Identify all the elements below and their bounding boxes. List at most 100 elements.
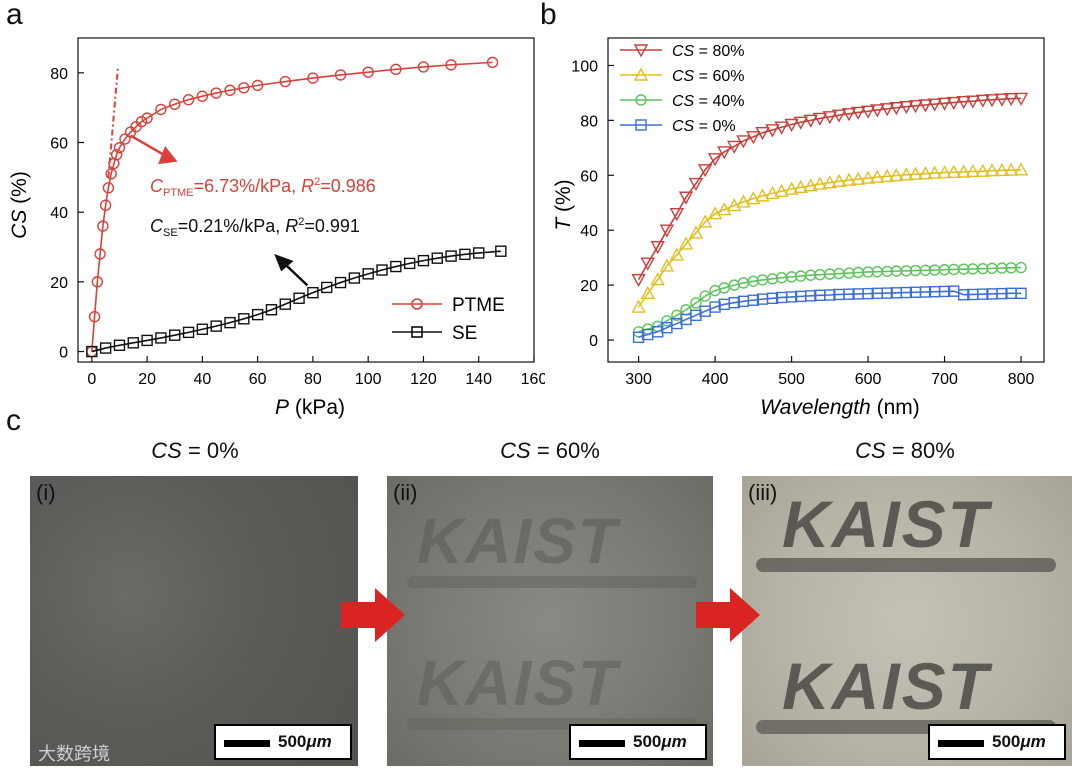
data-point-series-0 [688, 177, 704, 191]
data-point-series-0 [678, 191, 694, 205]
data-point-se [279, 298, 291, 310]
chart-a-ytick-label: 0 [59, 345, 68, 362]
data-point-series-1 [765, 185, 780, 200]
photo-cs-0: (i) 500μm [30, 476, 358, 766]
chart-b-ytick-label: 40 [580, 223, 598, 240]
chart-b-xtick-label: 500 [778, 371, 805, 388]
annotation-se-c: C [150, 216, 164, 236]
legend-marker-0 [633, 44, 649, 58]
legend-marker-1 [633, 67, 649, 81]
data-point-se [473, 247, 485, 259]
series-line-3 [638, 290, 1022, 339]
data-point-se [445, 250, 457, 262]
data-point-series-0 [784, 118, 799, 132]
data-point-se [459, 248, 471, 261]
annotation-ptme-r-sup: 2 [314, 176, 320, 188]
scale-bar-2: 500μm [569, 724, 707, 760]
data-point-series-3 [690, 309, 702, 322]
data-point-series-1 [793, 179, 808, 194]
data-point-ptme [251, 79, 264, 92]
chart-a-xtick-label: 60 [249, 371, 267, 388]
data-point-series-2 [919, 264, 932, 276]
photo-cs-60: (ii) KAIST KAIST 500μm [387, 476, 713, 766]
data-point-se [431, 252, 443, 264]
data-point-series-0 [850, 106, 866, 120]
data-point-series-0 [918, 99, 933, 113]
chart-b-ylabel: T (%) [552, 179, 575, 230]
data-point-series-2 [862, 266, 874, 278]
data-point-series-3 [728, 296, 740, 309]
data-point-series-1 [880, 168, 895, 183]
data-point-series-2 [690, 297, 702, 309]
data-point-series-0 [697, 164, 713, 178]
panel-label-a: a [6, 0, 23, 31]
scale-bar-1: 500μm [214, 724, 352, 760]
logo-text-top: KAIST [417, 505, 619, 577]
data-point-series-3 [843, 288, 855, 300]
photo-label-ii: (ii) [393, 480, 418, 505]
chart-a-xtick-label: 100 [355, 371, 382, 388]
data-point-se [210, 320, 222, 332]
data-point-se [348, 272, 361, 284]
logo-text-bottom: KAIST [782, 649, 990, 723]
data-point-series-0 [956, 96, 971, 110]
data-point-series-0 [975, 94, 990, 108]
data-point-series-0 [1003, 92, 1019, 107]
se-arrow-head [274, 254, 294, 272]
chart-a-legend: PTME SE [392, 295, 505, 344]
data-point-ptme [279, 75, 291, 88]
chart-a-xtick-label: 120 [410, 371, 437, 388]
chart-b-legend: CS = 80% CS = 60% CS = 40% CS = 0% [620, 43, 745, 135]
chart-a-xtick-label: 140 [465, 371, 492, 388]
chart-b-ytick-label: 0 [589, 333, 598, 350]
data-point-series-1 [659, 258, 675, 272]
photo-title-3: CS = 80% [855, 438, 955, 463]
data-point-series-2 [671, 309, 683, 322]
data-point-series-0 [727, 140, 742, 154]
data-point-series-1 [717, 202, 732, 216]
data-point-series-2 [957, 263, 970, 275]
data-point-se [113, 339, 126, 351]
data-point-ptme [445, 59, 457, 71]
data-point-se [265, 304, 278, 316]
data-point-ptme [390, 63, 402, 76]
data-point-se [321, 281, 333, 294]
chart-a-ytick-label: 40 [50, 205, 68, 222]
data-point-series-0 [717, 146, 732, 160]
data-point-series-1 [640, 285, 655, 300]
data-point-series-1 [850, 171, 866, 185]
data-point-series-0 [937, 97, 952, 111]
data-point-ptme [119, 133, 131, 145]
data-point-series-1 [937, 165, 952, 179]
annotation-ptme-sub: PTME [163, 187, 194, 199]
data-point-series-1 [774, 183, 789, 197]
data-point-series-3 [632, 331, 645, 343]
data-point-series-0 [880, 103, 895, 117]
chart-b-xtick-label: 800 [1008, 371, 1035, 388]
chart-b-ytick-label: 60 [580, 168, 598, 185]
data-point-se [293, 292, 305, 304]
logo-text-bottom: KAIST [417, 647, 619, 719]
data-point-series-0 [774, 121, 789, 135]
data-point-series-3 [900, 286, 913, 299]
data-point-ptme [141, 112, 153, 124]
data-point-series-0 [870, 104, 885, 118]
data-point-series-1 [965, 163, 981, 178]
arrow-right-1 [341, 588, 405, 642]
data-point-ptme [182, 93, 195, 106]
legend-se: SE [452, 323, 477, 344]
data-point-series-1 [899, 167, 914, 181]
data-point-series-0 [803, 114, 818, 128]
chart-b-xtick-label: 700 [931, 371, 958, 388]
data-point-series-1 [812, 176, 828, 190]
data-point-series-1 [870, 169, 885, 183]
annotation-ptme-c: C [150, 176, 164, 196]
data-point-series-2 [938, 264, 951, 276]
series-line-2 [638, 266, 1022, 333]
series-line-ptme [91, 61, 493, 352]
data-point-series-3 [881, 287, 893, 299]
chart-a-xtick-label: 80 [304, 371, 322, 388]
data-point-series-1 [946, 164, 961, 178]
annotation-ptme-slope: CPTME=6.73%/kPa, R2=0.986 [150, 176, 376, 199]
